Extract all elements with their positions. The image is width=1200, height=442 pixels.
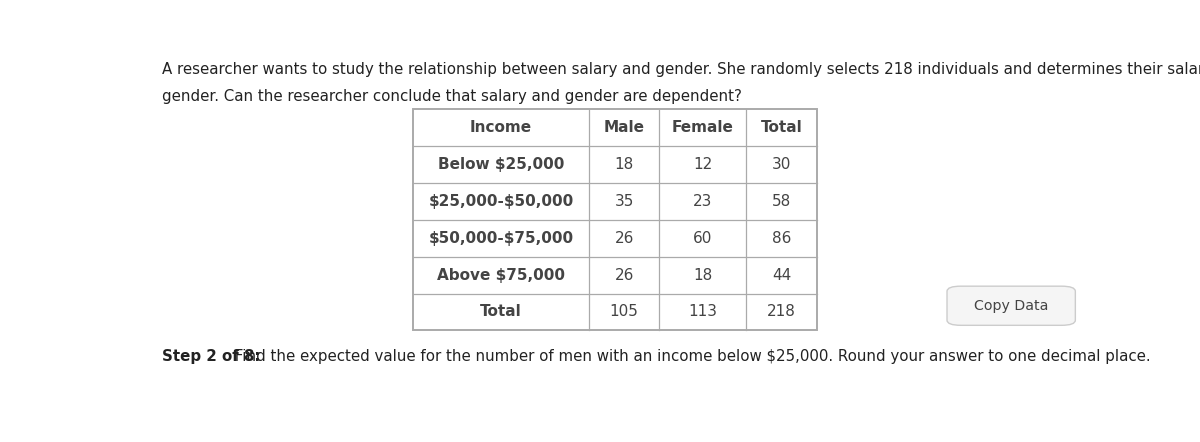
Text: Male: Male [604, 120, 644, 135]
Bar [413, 109, 817, 331]
Text: Find the expected value for the number of men with an income below \$25,000. Rou: Find the expected value for the number o… [230, 350, 1151, 365]
Text: Step 2 of 8:: Step 2 of 8: [162, 350, 260, 365]
Text: Copy Data: Copy Data [974, 299, 1049, 313]
Text: Income: Income [470, 120, 532, 135]
Text: 12: 12 [694, 157, 713, 172]
Text: \$25,000-\$50,000: \$25,000-\$50,000 [428, 194, 574, 209]
Text: 44: 44 [772, 267, 791, 282]
Text: 18: 18 [614, 157, 634, 172]
Text: 26: 26 [614, 231, 634, 246]
Text: 105: 105 [610, 305, 638, 320]
Text: Above \$75,000: Above \$75,000 [437, 267, 565, 282]
Text: Female: Female [672, 120, 733, 135]
Text: Total: Total [480, 305, 522, 320]
Text: 26: 26 [614, 267, 634, 282]
Text: 58: 58 [772, 194, 791, 209]
Text: 218: 218 [767, 305, 796, 320]
Text: 60: 60 [694, 231, 713, 246]
Text: Total: Total [761, 120, 803, 135]
Text: 86: 86 [772, 231, 791, 246]
Text: 113: 113 [689, 305, 718, 320]
Text: Below \$25,000: Below \$25,000 [438, 157, 564, 172]
Text: 18: 18 [694, 267, 713, 282]
Text: 30: 30 [772, 157, 791, 172]
FancyBboxPatch shape [947, 286, 1075, 325]
Text: A researcher wants to study the relationship between salary and gender. She rand: A researcher wants to study the relation… [162, 61, 1200, 76]
Text: 35: 35 [614, 194, 634, 209]
Text: gender. Can the researcher conclude that salary and gender are dependent?: gender. Can the researcher conclude that… [162, 89, 742, 104]
Text: 23: 23 [694, 194, 713, 209]
Text: \$50,000-\$75,000: \$50,000-\$75,000 [428, 231, 574, 246]
